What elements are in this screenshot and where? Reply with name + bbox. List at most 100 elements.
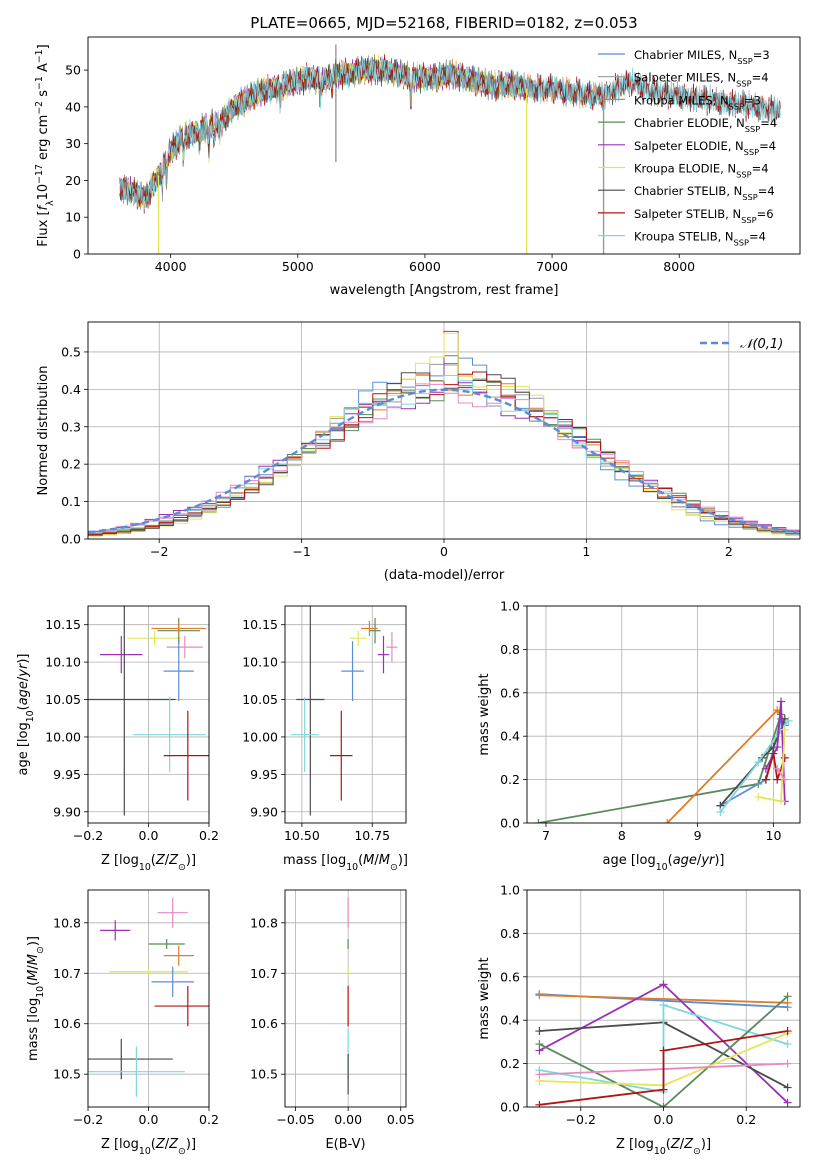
x-tick-label: 0.05	[387, 1112, 415, 1127]
errorbar-point	[88, 1038, 173, 1080]
x-axis-label: E(B-V)	[325, 1137, 365, 1152]
line-marker	[659, 980, 668, 989]
x-tick-label: 0.0	[139, 1112, 159, 1127]
y-axis-label: mass weight	[477, 957, 492, 1039]
y-tick-label: 9.95	[250, 767, 278, 782]
line-marker	[659, 1085, 668, 1094]
x-tick-label: 0.2	[199, 1112, 219, 1127]
line-marker	[761, 775, 770, 784]
y-tick-label: 0.6	[500, 685, 520, 700]
errorbar-point	[100, 920, 131, 941]
x-tick-label: 7000	[536, 259, 568, 274]
y-tick-label: 1.0	[500, 883, 520, 898]
x-tick-label: 6000	[409, 259, 441, 274]
x-tick-label: 5000	[282, 259, 314, 274]
line-marker	[754, 758, 763, 767]
legend-entry: Chabrier ELODIE, NSSP=4	[634, 116, 777, 134]
line-marker	[659, 1046, 668, 1055]
plot-marks	[88, 606, 209, 816]
line-series	[539, 994, 788, 1004]
y-tick-label: 10.5	[250, 1067, 278, 1082]
x-tick-label: 4000	[155, 259, 187, 274]
x-tick-label: 2	[725, 544, 733, 559]
panel-mass_vs_Z: −0.2 0.0 0.2 10.5 10.6 10.7 10.8 Z [log10(Z/Z⊙)…	[26, 889, 219, 1157]
x-tick-label: −0.2	[73, 1112, 103, 1127]
line-marker	[535, 1070, 544, 1079]
line-marker	[535, 1040, 544, 1049]
errorbar-point	[151, 620, 206, 636]
x-axis-label: (data-model)/error	[384, 568, 505, 583]
errorbar-point	[360, 620, 378, 636]
errorbar-point	[349, 630, 367, 646]
y-axis-label: mass [log10(M/M⊙)]	[26, 936, 46, 1061]
line-marker	[783, 1040, 792, 1049]
errorbar-point	[133, 697, 206, 773]
y-tick-label: 10.15	[45, 617, 81, 632]
errorbar-point	[330, 710, 353, 801]
axes-frame	[526, 605, 801, 824]
y-tick-label: 10.10	[242, 655, 278, 670]
axes-frame	[526, 889, 801, 1108]
y-tick-label: 0.4	[500, 1013, 520, 1028]
figure-title: PLATE=0665, MJD=52168, FIBERID=0182, z=0…	[250, 14, 637, 32]
line-marker	[716, 808, 725, 817]
x-tick-label: 8	[618, 828, 626, 843]
y-tick-label: 20	[65, 173, 81, 188]
legend-entry: 𝒩(0,1)	[740, 337, 783, 352]
y-tick-label: 10.15	[242, 617, 278, 632]
line-marker	[535, 1027, 544, 1036]
y-tick-label: 10.7	[250, 966, 278, 981]
axes-frame	[284, 889, 407, 1108]
histogram-step	[88, 330, 800, 532]
line-marker	[780, 725, 789, 734]
y-tick-label: 10.8	[250, 915, 278, 930]
errorbar-point	[377, 635, 390, 674]
plot-area	[285, 606, 406, 823]
x-tick-label: 10.50	[284, 828, 320, 843]
line-marker	[769, 749, 778, 758]
x-tick-label: 0	[440, 544, 448, 559]
line-marker	[783, 1059, 792, 1068]
y-axis-label: Flux [fλ10−17 erg cm−2 s−1 A−1]	[34, 44, 56, 246]
line-marker	[783, 1027, 792, 1036]
plot-marks	[88, 330, 800, 537]
y-tick-label: 0.4	[500, 729, 520, 744]
panel-spectrum: 4000 5000 6000 7000 8000 0 10 20 30 40 50 wavelengt…	[34, 36, 801, 298]
y-tick-label: 0.0	[500, 816, 520, 831]
line-marker	[659, 1103, 668, 1107]
y-tick-label: 10.00	[242, 729, 278, 744]
errorbar-point	[151, 966, 194, 997]
spectrum-line-salpeter-stelib	[119, 54, 781, 210]
y-tick-label: 50	[65, 63, 81, 78]
line-marker	[783, 1083, 792, 1092]
y-tick-label: 0.5	[61, 344, 81, 359]
legend-entry: Salpeter ELODIE, NSSP=4	[634, 139, 776, 157]
line-marker	[659, 1001, 668, 1010]
plot-area	[285, 890, 406, 1107]
errorbar-point	[290, 697, 319, 773]
y-tick-label: 10.00	[45, 729, 81, 744]
x-tick-label: 0.0	[139, 828, 159, 843]
line-marker	[777, 697, 786, 706]
legend-entry: Kroupa MILES, NSSP=3	[634, 93, 761, 111]
y-tick-label: 9.90	[53, 804, 81, 819]
y-tick-label: 10.7	[53, 966, 81, 981]
panel-age_vs_Z: −0.2 0.0 0.2 9.90 9.95 10.00 10.05 10.10 10.15 Z …	[16, 605, 219, 873]
line-series	[776, 768, 786, 781]
y-tick-label: 0.8	[500, 926, 520, 941]
x-axis-label: mass [log10(M/M⊙)]	[283, 853, 408, 873]
line-series	[719, 720, 790, 813]
errorbar-point	[100, 635, 143, 674]
line-marker	[784, 717, 793, 726]
errorbar-point	[166, 635, 203, 659]
y-tick-label: 10.6	[53, 1016, 81, 1031]
line-marker	[783, 1098, 792, 1107]
y-axis-label: age [log10(age/yr)]	[16, 653, 36, 775]
x-tick-label: −1	[292, 544, 310, 559]
x-tick-label: 10	[766, 828, 782, 843]
y-tick-label: 9.90	[250, 804, 278, 819]
x-axis-label: Z [log10(Z/Z⊙)]	[101, 1137, 196, 1157]
x-tick-label: 0.00	[334, 1112, 362, 1127]
chart-panels: 4000 5000 6000 7000 800001020304050wavelengt…	[16, 36, 801, 1157]
x-tick-label: 1	[582, 544, 590, 559]
